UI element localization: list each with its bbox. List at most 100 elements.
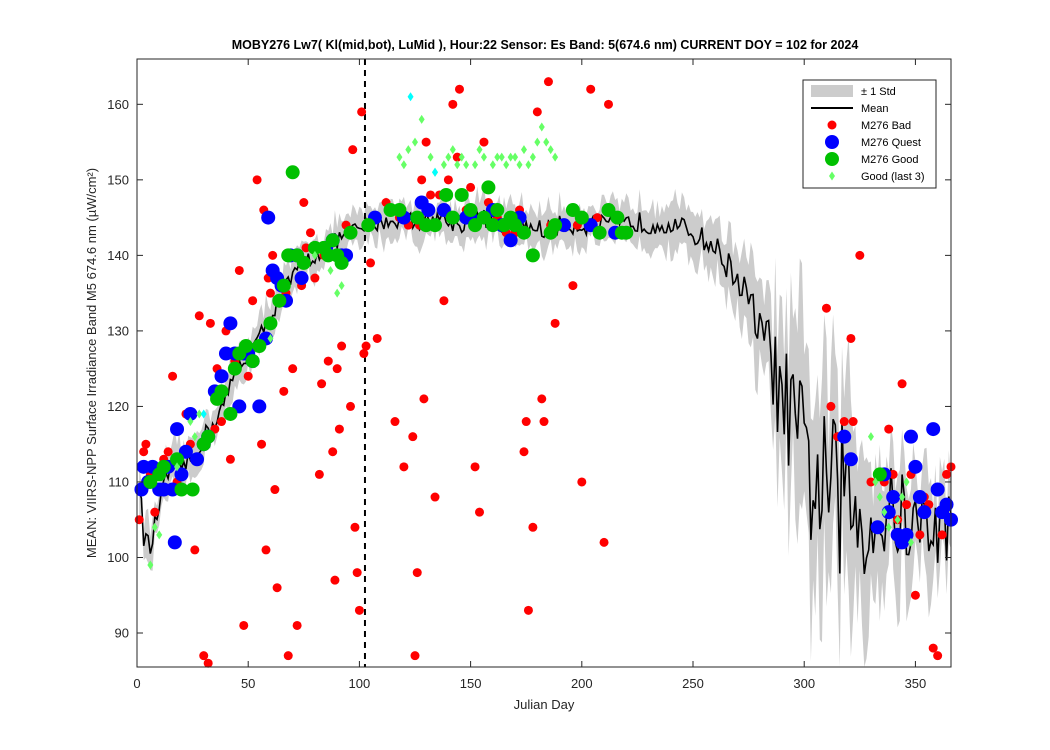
y-ticks: 90 100 110 120 130 140 150 160 (107, 97, 951, 641)
legend-label-good: M276 Good (861, 154, 918, 166)
bad-point (846, 333, 856, 343)
bad-point (410, 651, 420, 661)
last3-point (498, 152, 505, 162)
bad-point (884, 424, 894, 434)
bad-point (234, 265, 244, 275)
bad-point (475, 507, 485, 517)
good-point (156, 459, 171, 474)
good-point (592, 225, 607, 240)
y-tick-label: 100 (107, 550, 129, 565)
good-point (325, 233, 340, 248)
bad-point (543, 77, 553, 87)
bad-point (150, 507, 160, 517)
good-point (185, 482, 200, 497)
last3-point (196, 409, 203, 419)
bad-point (328, 447, 338, 457)
bad-point (248, 296, 258, 306)
data-points-layer (134, 77, 958, 668)
good-point (574, 210, 589, 225)
bad-point (239, 620, 249, 630)
bad-point (348, 145, 358, 155)
x-tick-label: 300 (793, 676, 815, 691)
bad-point (225, 454, 235, 464)
bad-point (942, 469, 952, 479)
bad-point (292, 620, 302, 630)
good-point (296, 255, 311, 270)
good-point (481, 180, 496, 195)
bad-point (346, 401, 356, 411)
last3-point (534, 137, 541, 147)
last3-point (899, 492, 906, 502)
bad-point (523, 605, 533, 615)
x-axis-label: Julian Day (514, 697, 575, 712)
bad-point (288, 364, 298, 374)
quest-point (294, 271, 309, 286)
good-point (428, 218, 443, 233)
last3-point (151, 522, 158, 532)
bad-point (528, 522, 538, 532)
last3-point (480, 152, 487, 162)
bad-point (826, 401, 836, 411)
quest-point (908, 459, 923, 474)
quest-point (926, 422, 941, 437)
quest-point (870, 520, 885, 535)
bad-point (448, 99, 458, 109)
quest-point (939, 497, 954, 512)
bad-point (337, 341, 347, 351)
x-tick-label: 0 (133, 676, 140, 691)
good-point (276, 278, 291, 293)
quest-point (503, 233, 518, 248)
bad-point (430, 492, 440, 502)
last3-point (311, 250, 318, 260)
quest-point (183, 406, 198, 421)
last3-point (476, 145, 483, 155)
last3-point (552, 152, 559, 162)
last3-point (538, 122, 545, 132)
good-point (454, 187, 469, 202)
good-point (872, 467, 887, 482)
bad-point (134, 515, 144, 525)
legend-label-quest: M276 Quest (861, 137, 921, 149)
bad-point (603, 99, 613, 109)
bad-point (539, 417, 549, 427)
legend: ± 1 Std Mean M276 Bad M276 Quest M276 Good Go… (802, 79, 937, 189)
bad-point (855, 250, 865, 260)
bad-point (848, 417, 858, 427)
last3-point (881, 507, 888, 517)
bad-point (330, 575, 340, 585)
quest-point (223, 316, 238, 331)
y-tick-label: 90 (115, 626, 129, 641)
legend-swatch-good (825, 152, 839, 166)
bad-point (301, 243, 311, 253)
quest-point (843, 452, 858, 467)
bad-point (199, 651, 209, 661)
current-point (432, 167, 439, 177)
last3-point (525, 160, 532, 170)
last3-point (903, 477, 910, 487)
last3-point (547, 145, 554, 155)
bad-point (910, 590, 920, 600)
bad-point (194, 311, 204, 321)
bad-point (354, 605, 364, 615)
x-tick-label: 150 (460, 676, 482, 691)
x-tick-label: 250 (682, 676, 704, 691)
std-band-layer (139, 183, 951, 668)
bad-point (279, 386, 289, 396)
last3-point (529, 152, 536, 162)
last3-point (396, 152, 403, 162)
bad-point (243, 371, 253, 381)
bad-point (334, 424, 344, 434)
quest-point (174, 467, 189, 482)
current-point (200, 409, 207, 419)
good-point (263, 316, 278, 331)
bad-point (928, 643, 938, 653)
legend-label-std: ± 1 Std (861, 86, 896, 98)
legend-label-mean: Mean (861, 103, 889, 115)
bad-point (915, 530, 925, 540)
bad-point (168, 371, 178, 381)
quest-point (252, 399, 267, 414)
bad-point (323, 356, 333, 366)
bad-point (839, 417, 849, 427)
std-band (139, 183, 951, 668)
x-tick-label: 50 (241, 676, 255, 691)
